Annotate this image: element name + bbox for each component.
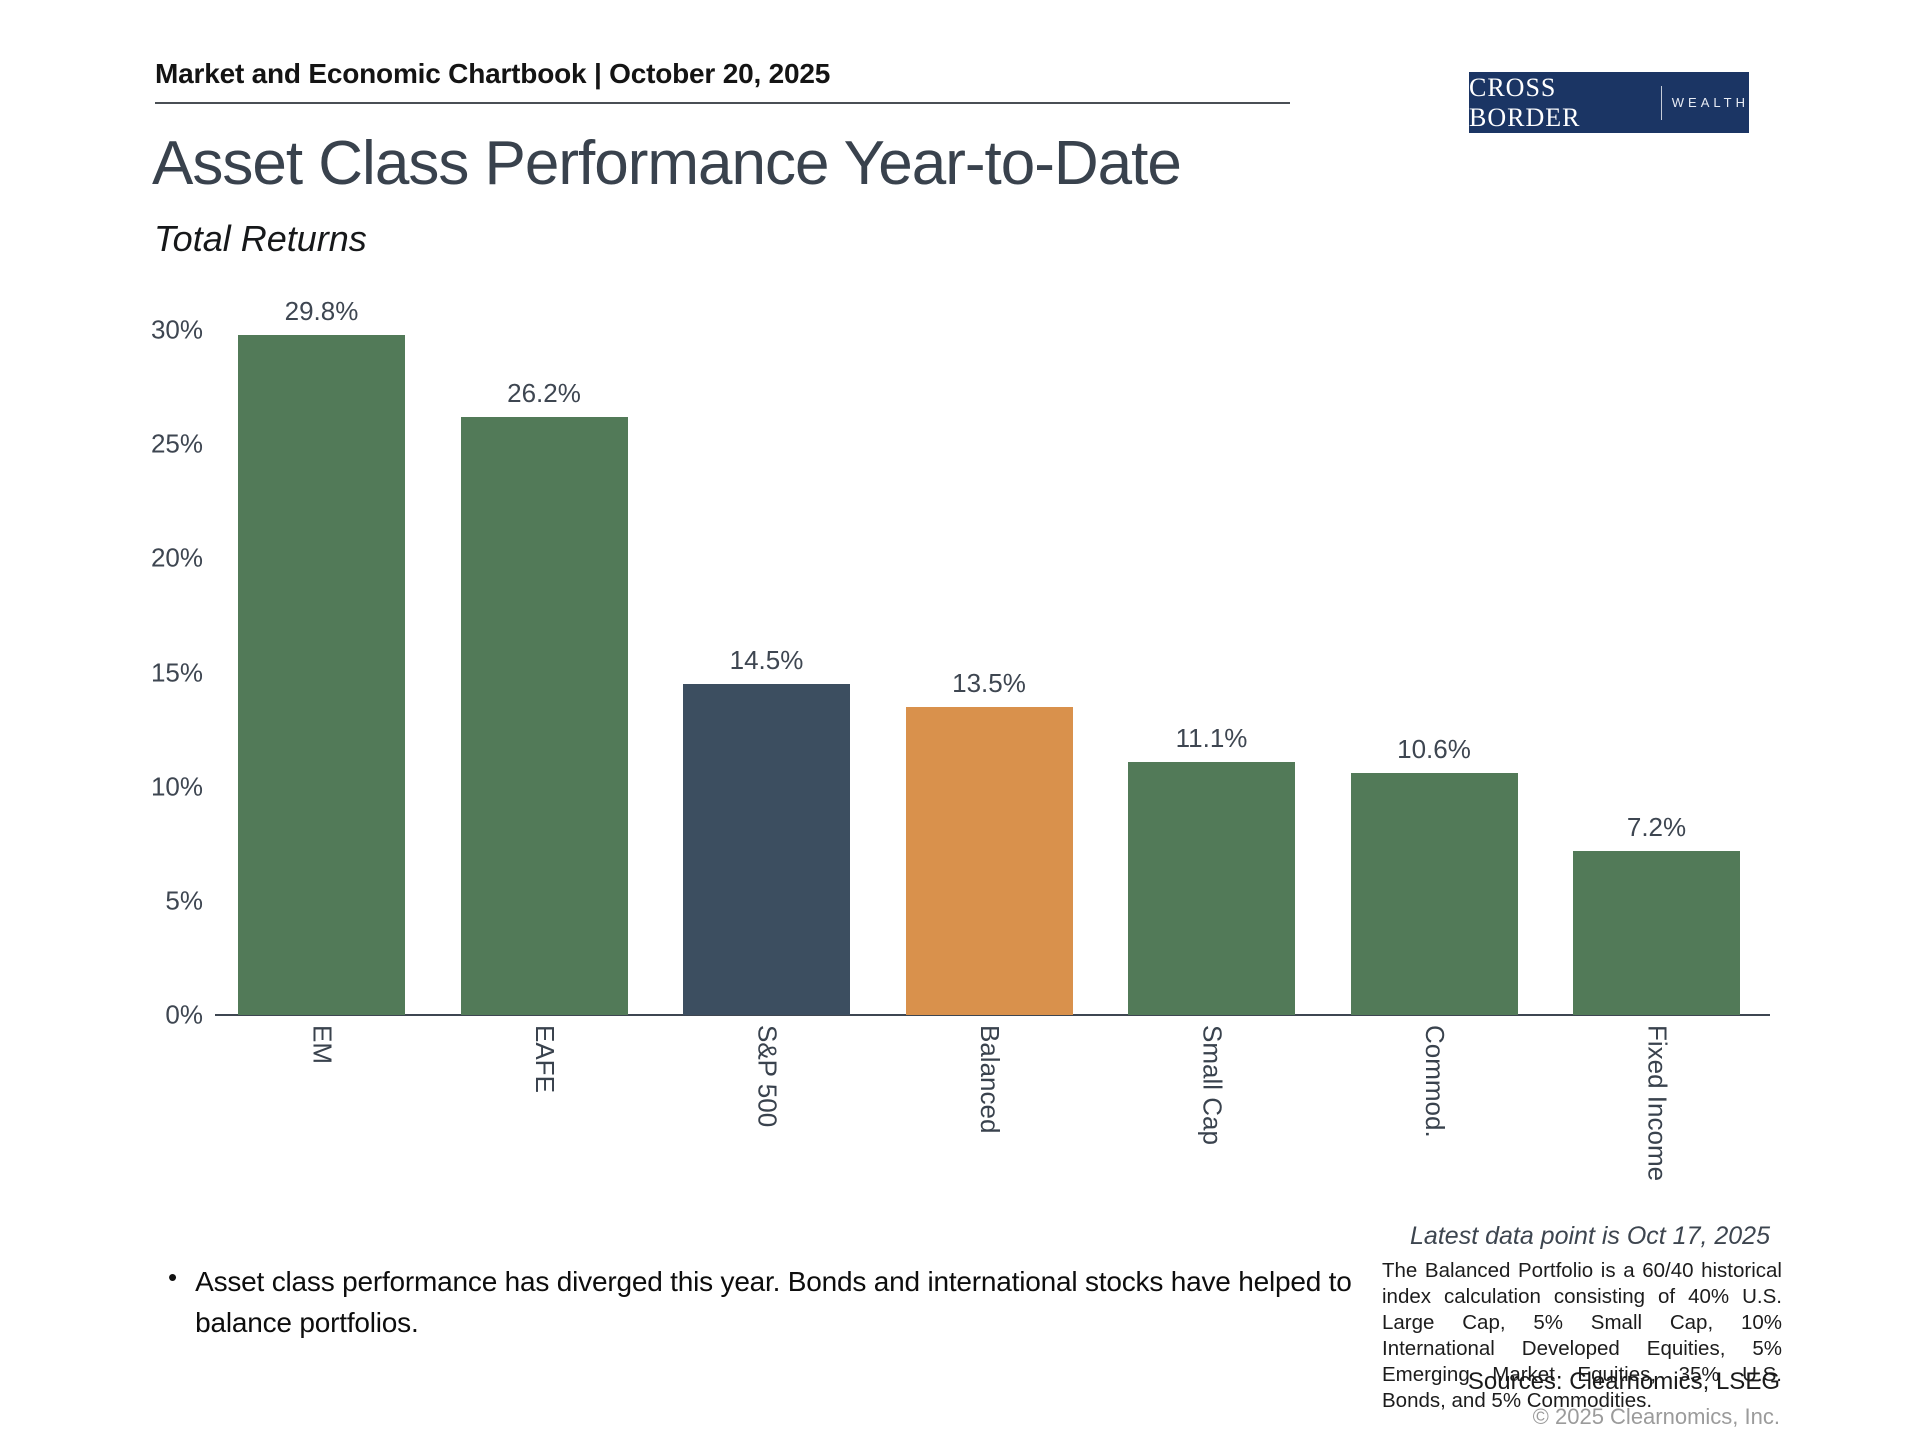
bar-value-label: 29.8% (284, 295, 359, 326)
y-tick-label: 5% (165, 885, 203, 916)
report-header: Market and Economic Chartbook | October … (155, 58, 1295, 90)
bar-s-p-500 (683, 683, 850, 1015)
y-tick-label: 15% (150, 657, 203, 687)
page-subtitle: Total Returns (154, 218, 367, 259)
header-divider (155, 102, 1290, 104)
logo-divider (1660, 85, 1662, 120)
category-label: S&P 500 (752, 1025, 783, 1128)
page-title: Asset Class Performance Year-to-Date (152, 129, 1182, 198)
bar-value-label: 11.1% (1175, 722, 1248, 753)
y-tick-label: 0% (165, 999, 203, 1030)
x-axis-line (215, 1014, 1770, 1016)
category-label: Small Cap (1197, 1025, 1228, 1145)
category-label: EAFE (530, 1025, 560, 1093)
logo-secondary-text: WEALTH (1671, 95, 1749, 110)
cross-border-wealth-logo: CROSS BORDER WEALTH (1469, 72, 1749, 133)
balanced-portfolio-footnote: The Balanced Portfolio is a 60/40 histor… (1382, 1259, 1782, 1413)
commentary-bullet: • Asset class performance has diverged t… (168, 1262, 1358, 1343)
bar-value-label: 7.2% (1626, 811, 1687, 842)
sources-line: Sources: Clearnomics, LSEG (1467, 1368, 1780, 1395)
category-label: EM (307, 1025, 338, 1064)
y-tick-label: 10% (150, 771, 203, 802)
report-header-title: Market and Economic Chartbook | October … (155, 58, 831, 89)
bar-value-label: 13.5% (952, 667, 1026, 698)
commentary-text: Asset class performance has diverged thi… (195, 1266, 1352, 1338)
category-label: Commod. (1420, 1025, 1450, 1138)
bullet-icon: • (168, 1262, 178, 1292)
bar-small-cap (1128, 761, 1295, 1015)
y-tick-label: 30% (150, 314, 203, 345)
latest-data-note: Latest data point is Oct 17, 2025 (1410, 1222, 1770, 1250)
y-tick-label: 25% (150, 428, 203, 459)
category-label: Fixed Income (1642, 1025, 1673, 1182)
category-label: Balanced (975, 1025, 1005, 1134)
bar-value-label: 10.6% (1397, 733, 1471, 764)
bar-commod- (1350, 772, 1518, 1015)
y-tick-label: 20% (150, 542, 203, 573)
bar-fixed-income (1573, 850, 1740, 1015)
bar-value-label: 26.2% (507, 377, 581, 408)
bar-em (238, 334, 405, 1015)
bar-value-label: 14.5% (729, 644, 804, 675)
copyright-line: © 2025 Clearnomics, Inc. (1532, 1404, 1780, 1429)
bar-eafe (460, 416, 628, 1015)
logo-primary-text: CROSS BORDER (1469, 72, 1581, 132)
bar-chart: 0% 5% 10% 15% 20% 25% 30% 29.8% EM 26.2% EAFE 14.5%… (151, 296, 1770, 1181)
bar-balanced (905, 706, 1073, 1015)
